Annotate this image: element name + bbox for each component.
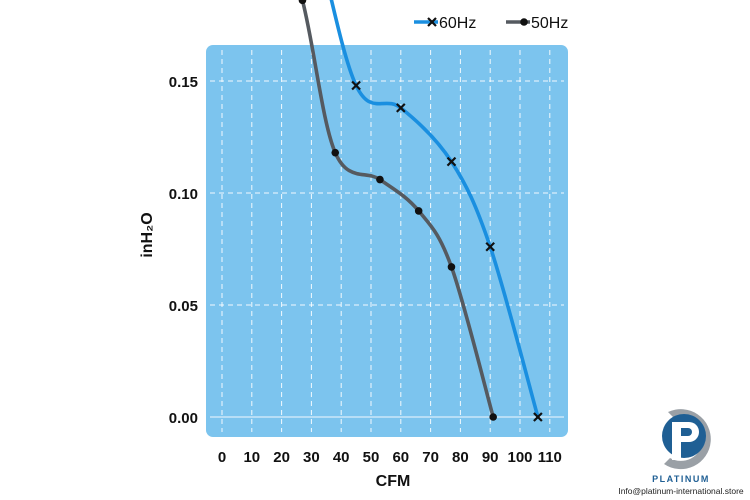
x-tick-label: 80 [452, 449, 469, 466]
legend: 60Hz 50Hz [414, 15, 568, 32]
x-tick-labels: 0 10 20 30 40 50 60 70 80 90 100 110 [218, 449, 562, 466]
data-point-50hz [376, 175, 384, 184]
marker-stroke [533, 412, 543, 422]
platinum-logo-icon [662, 409, 711, 470]
x-tick-label: 110 [538, 449, 562, 466]
legend-label-50hz: 50Hz [531, 15, 568, 32]
legend-marker-50hz [520, 18, 528, 26]
x-tick-label: 70 [422, 449, 439, 466]
x-tick-label: 30 [303, 449, 320, 466]
y-tick-label: 0.00 [169, 410, 198, 427]
data-point-50hz [414, 207, 423, 215]
data-point-60hz [446, 156, 457, 167]
brand-name: PLATINUM [652, 474, 710, 484]
plot-background [206, 45, 568, 437]
data-point-60hz [485, 241, 495, 252]
y-tick-labels: 0.000.050.100.150.200.250.30 [169, 74, 198, 427]
data-point-50hz [447, 263, 456, 271]
marker-stroke [485, 241, 495, 252]
data-point-60hz [396, 103, 406, 113]
x-tick-label: 10 [243, 449, 260, 466]
data-point-50hz [298, 0, 307, 5]
data-series [298, 0, 543, 422]
x-tick-label: 0 [218, 449, 226, 466]
x-tick-label: 50 [363, 449, 380, 466]
y-tick-label: 0.15 [169, 74, 198, 91]
x-tick-label: 60 [392, 449, 409, 466]
x-tick-label: 40 [333, 449, 350, 466]
marker-stroke [427, 17, 437, 27]
data-point-60hz [533, 412, 543, 422]
y-axis-label: inH₂O [139, 212, 156, 257]
marker-stroke [351, 80, 361, 91]
x-axis-label: CFM [376, 473, 411, 490]
legend-label-60hz: 60Hz [439, 15, 476, 32]
x-tick-label: 100 [507, 449, 532, 466]
marker-stroke [446, 156, 457, 167]
x-tick-label: 90 [482, 449, 499, 466]
data-point-50hz [331, 148, 340, 157]
data-point-60hz [351, 80, 361, 91]
y-tick-label: 0.05 [169, 298, 198, 315]
brand-block: PLATINUM Info@platinum-international.sto… [612, 402, 750, 500]
x-tick-label: 20 [273, 449, 290, 466]
y-tick-label: 0.10 [169, 186, 198, 203]
marker-stroke [396, 103, 406, 113]
legend-marker-60hz [427, 17, 437, 27]
brand-email: Info@platinum-international.store [618, 486, 744, 496]
data-point-50hz [489, 413, 497, 421]
grid-lines [210, 50, 564, 432]
